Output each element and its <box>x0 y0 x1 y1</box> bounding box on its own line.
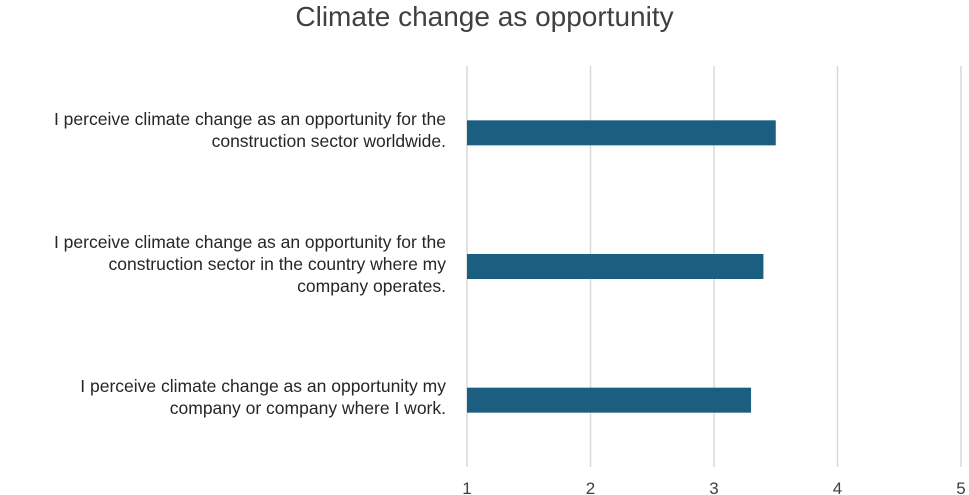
category-label-line: construction sector in the country where… <box>108 253 446 274</box>
category-label-line: I perceive climate change as an opportun… <box>53 108 446 129</box>
category-label-line: I perceive climate change as an opportun… <box>80 376 446 397</box>
bar <box>467 120 776 146</box>
chart-title: Climate change as opportunity <box>295 1 674 32</box>
x-tick-label: 5 <box>956 479 965 495</box>
category-label: I perceive climate change as an opportun… <box>0 108 446 152</box>
category-label-line: construction sector worldwide. <box>211 130 446 151</box>
category-label: I perceive climate change as an opportun… <box>0 375 446 419</box>
x-tick-label: 1 <box>462 479 471 495</box>
x-tick-label: 4 <box>833 479 842 495</box>
x-tick-label: 3 <box>709 479 718 495</box>
bar <box>467 254 764 279</box>
category-label-line: I perceive climate change as an opportun… <box>53 231 446 252</box>
category-label-line: company or company where I work. <box>169 398 446 419</box>
category-label: I perceive climate change as an opportun… <box>0 231 446 297</box>
bar <box>467 387 752 413</box>
x-tick-label: 2 <box>586 479 595 495</box>
category-label-line: company operates. <box>297 275 446 296</box>
